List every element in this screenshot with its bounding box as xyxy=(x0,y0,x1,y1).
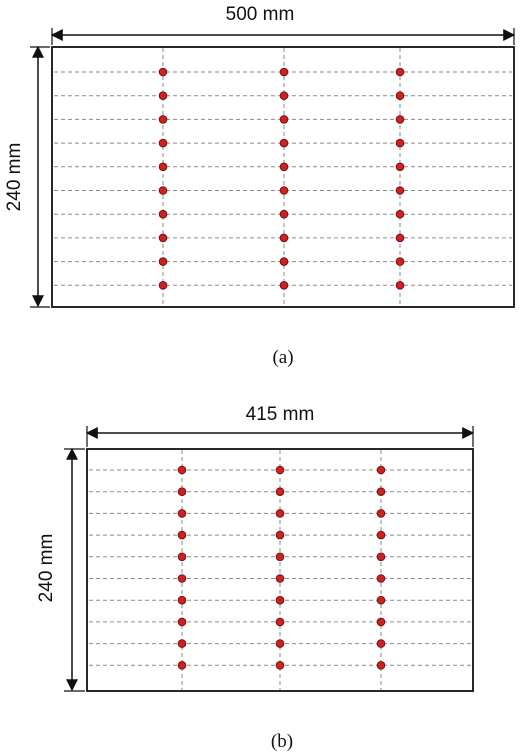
panel-outline-b xyxy=(86,448,474,692)
grid-a xyxy=(54,48,512,306)
measurement-point xyxy=(158,209,168,219)
measurement-point xyxy=(177,661,187,670)
measurement-point xyxy=(376,530,386,540)
measurement-point xyxy=(158,91,168,100)
measurement-point xyxy=(275,465,285,475)
grid-b xyxy=(89,450,471,690)
measurement-point xyxy=(158,186,168,195)
measurement-point xyxy=(275,595,285,605)
measurement-point xyxy=(177,639,187,648)
width-label-b: 415 mm xyxy=(246,404,315,425)
measurement-point xyxy=(158,67,168,77)
measurement-point xyxy=(395,91,405,100)
measurement-point xyxy=(376,552,386,562)
measurement-point xyxy=(275,574,285,583)
measurement-point xyxy=(376,487,386,497)
measurement-point xyxy=(158,281,168,290)
measurement-point xyxy=(177,509,187,518)
panel-a: 500 mm 240 mm (a) xyxy=(4,4,516,368)
measurement-point xyxy=(158,162,168,172)
measurement-point xyxy=(376,639,386,648)
measurement-point xyxy=(376,465,386,475)
panel-b: 415 mm 240 mm (b) xyxy=(36,404,475,752)
measurement-point xyxy=(395,67,405,77)
height-label-a: 240 mm xyxy=(4,143,25,212)
measurement-point xyxy=(279,115,289,124)
measurement-point xyxy=(376,661,386,670)
measurement-point xyxy=(275,487,285,497)
measurement-point xyxy=(395,162,405,172)
measurement-point xyxy=(275,509,285,518)
measurement-point xyxy=(395,257,405,266)
caption-b: (b) xyxy=(271,731,293,752)
measurement-point xyxy=(177,595,187,605)
measurement-point xyxy=(275,617,285,627)
measurement-point xyxy=(376,509,386,518)
measurement-point xyxy=(158,115,168,124)
measurement-point xyxy=(279,91,289,100)
measurement-point xyxy=(177,530,187,540)
measurement-point xyxy=(395,233,405,243)
measurement-point xyxy=(275,552,285,562)
caption-a: (a) xyxy=(272,347,293,368)
width-label-a: 500 mm xyxy=(226,4,295,25)
measurement-point xyxy=(279,209,289,219)
measurement-point xyxy=(275,530,285,540)
measurement-point xyxy=(279,233,289,243)
measurement-point xyxy=(395,281,405,290)
height-label-b: 240 mm xyxy=(36,534,57,603)
measurement-point xyxy=(279,162,289,172)
measurement-point xyxy=(177,465,187,475)
measurement-point xyxy=(395,138,405,148)
measurement-point xyxy=(158,233,168,243)
measurement-point xyxy=(158,257,168,266)
measurement-point xyxy=(177,617,187,627)
measurement-point xyxy=(395,115,405,124)
panel-outline-a xyxy=(51,46,515,308)
measurement-point xyxy=(376,595,386,605)
measurement-point xyxy=(177,487,187,497)
measurement-point xyxy=(376,617,386,627)
measurement-point xyxy=(177,574,187,583)
measurement-point xyxy=(376,574,386,583)
measurement-point xyxy=(158,138,168,148)
measurement-point xyxy=(275,639,285,648)
measurement-point xyxy=(177,552,187,562)
measurement-point xyxy=(279,186,289,195)
measurement-point xyxy=(279,281,289,290)
measurement-point xyxy=(275,661,285,670)
measurement-point xyxy=(279,138,289,148)
measurement-point xyxy=(279,257,289,266)
measurement-point xyxy=(395,209,405,219)
measurement-point xyxy=(279,67,289,77)
measurement-point xyxy=(395,186,405,195)
